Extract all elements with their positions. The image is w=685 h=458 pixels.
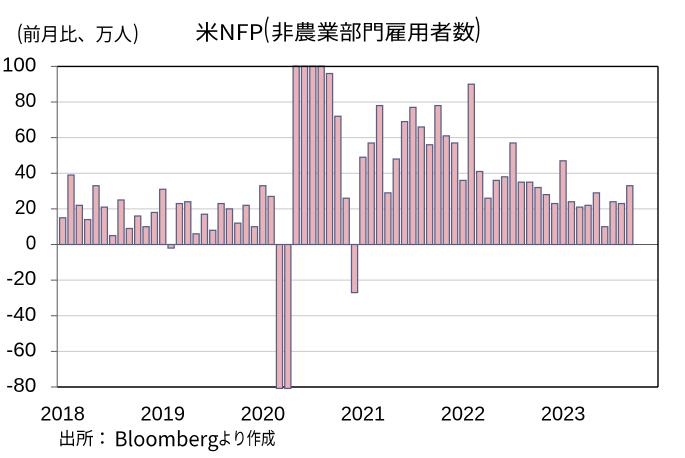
- svg-text:80: 80: [15, 90, 37, 112]
- svg-text:-60: -60: [6, 339, 36, 361]
- svg-text:2023: 2023: [541, 404, 586, 426]
- svg-text:100: 100: [2, 54, 36, 76]
- svg-text:2021: 2021: [341, 404, 386, 426]
- svg-text:2020: 2020: [241, 404, 286, 426]
- svg-text:20: 20: [15, 197, 37, 219]
- svg-text:2018: 2018: [40, 404, 85, 426]
- svg-text:40: 40: [15, 161, 37, 183]
- svg-text:2022: 2022: [441, 404, 486, 426]
- svg-text:60: 60: [15, 126, 37, 148]
- svg-text:-40: -40: [6, 304, 36, 326]
- svg-text:2019: 2019: [141, 404, 186, 426]
- svg-text:-20: -20: [6, 268, 36, 290]
- svg-text:0: 0: [26, 233, 37, 255]
- svg-text:-80: -80: [6, 375, 36, 397]
